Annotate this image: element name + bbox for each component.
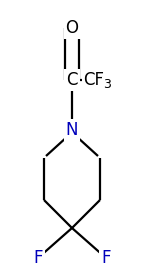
Text: F: F (101, 249, 111, 267)
Text: C: C (66, 71, 78, 89)
Text: N: N (66, 121, 78, 139)
Text: CF: CF (83, 71, 104, 89)
Text: F: F (33, 249, 43, 267)
Text: 3: 3 (103, 78, 111, 90)
Text: O: O (66, 19, 78, 37)
